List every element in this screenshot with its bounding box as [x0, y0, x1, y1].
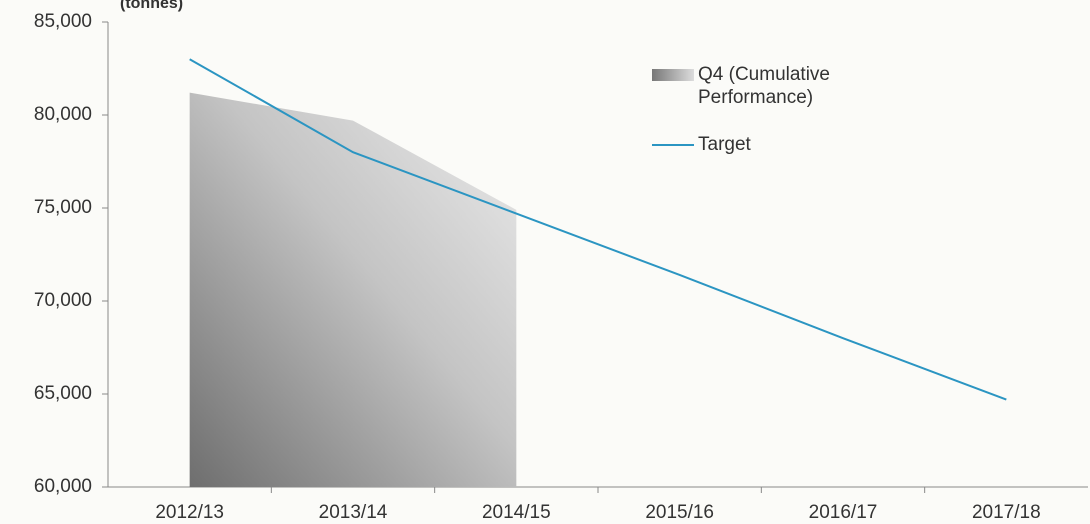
legend-label: Target: [698, 134, 751, 155]
line: [189, 58, 1007, 401]
y-tick-label: 85,000: [34, 11, 92, 32]
x-tick-label: 2017/18: [972, 502, 1041, 523]
y-axis-label: (tonnes): [120, 0, 183, 12]
area: [189, 92, 517, 488]
y-tick-label: 70,000: [34, 290, 92, 311]
y-tick-label: 75,000: [34, 197, 92, 218]
x-tick-label: 2012/13: [155, 502, 224, 523]
y-tick-label: 65,000: [34, 383, 92, 404]
y-tick-label: 80,000: [34, 104, 92, 125]
y-tick-label: 60,000: [34, 476, 92, 497]
x-tick-label: 2014/15: [482, 502, 551, 523]
legend-label: Q4 (Cumulative Performance): [698, 64, 830, 108]
x-tick-label: 2015/16: [645, 502, 714, 523]
legend-swatch: [652, 69, 694, 81]
x-tick-label: 2013/14: [319, 502, 388, 523]
x-tick-label: 2016/17: [809, 502, 878, 523]
